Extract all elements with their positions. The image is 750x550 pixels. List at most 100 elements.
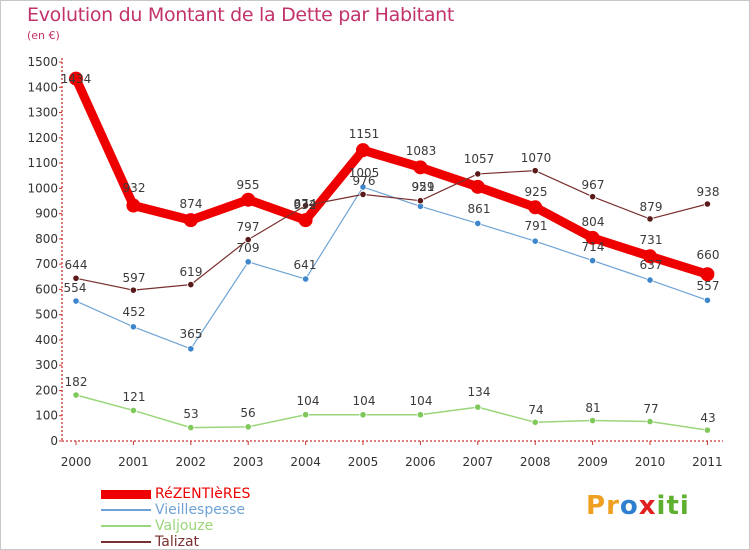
data-label: 874 xyxy=(294,197,317,211)
series-lines xyxy=(69,71,715,434)
legend-swatch xyxy=(101,509,151,511)
data-point xyxy=(531,237,539,245)
y-tick-label: 700 xyxy=(35,257,58,271)
data-label: 365 xyxy=(180,327,203,341)
data-label: 554 xyxy=(64,281,87,295)
y-tick-label: 0 xyxy=(50,434,58,448)
data-label: 861 xyxy=(468,202,491,216)
data-label: 1005 xyxy=(349,166,380,180)
proxiti-logo: Proxiti xyxy=(586,491,690,521)
data-label: 938 xyxy=(697,185,720,199)
data-label: 641 xyxy=(294,258,317,272)
series-line xyxy=(75,186,709,350)
data-point xyxy=(244,423,252,431)
data-point xyxy=(416,411,424,419)
x-tick-label: 2010 xyxy=(635,455,666,469)
data-point xyxy=(241,192,256,207)
legend-label: Vieillespesse xyxy=(155,502,246,518)
data-label: 104 xyxy=(297,394,320,408)
data-point xyxy=(126,198,141,213)
data-label: 182 xyxy=(65,375,88,389)
logo-letter: i xyxy=(679,491,690,521)
data-point xyxy=(531,418,539,426)
data-label: 967 xyxy=(582,178,605,192)
data-label: 709 xyxy=(237,241,260,255)
y-tick-label: 1000 xyxy=(27,181,58,195)
data-label: 597 xyxy=(123,271,146,285)
data-label: 619 xyxy=(180,265,203,279)
data-point xyxy=(474,403,482,411)
y-tick-label: 100 xyxy=(35,409,58,423)
data-label: 874 xyxy=(180,197,203,211)
y-tick-label: 200 xyxy=(35,383,58,397)
data-labels: 1434932874955874115110839258047316605544… xyxy=(61,72,720,425)
data-point xyxy=(359,411,367,419)
data-point xyxy=(703,296,712,304)
data-label: 1434 xyxy=(61,72,92,86)
data-point xyxy=(301,275,310,283)
data-label: 951 xyxy=(412,180,435,194)
data-label: 53 xyxy=(183,407,198,421)
x-tick-label: 2001 xyxy=(118,455,149,469)
legend-label: RéZENTIèRES xyxy=(155,486,251,502)
data-point xyxy=(585,230,600,245)
data-label: 637 xyxy=(640,258,663,272)
y-tick-label: 900 xyxy=(35,207,58,221)
series-line xyxy=(75,394,709,431)
data-label: 797 xyxy=(237,220,260,234)
data-point xyxy=(187,345,195,353)
data-point xyxy=(588,256,597,265)
data-point xyxy=(301,201,310,210)
data-point xyxy=(470,179,485,194)
data-label: 134 xyxy=(468,385,491,399)
data-label: 804 xyxy=(582,215,605,229)
data-point xyxy=(129,286,137,294)
y-tick-label: 1300 xyxy=(27,106,58,120)
x-tick-label: 2002 xyxy=(176,455,207,469)
data-label: 121 xyxy=(123,390,146,404)
data-point xyxy=(528,200,543,215)
data-label: 932 xyxy=(123,181,146,195)
data-label: 925 xyxy=(525,185,548,199)
data-point xyxy=(474,219,482,228)
legend-swatch xyxy=(101,541,151,543)
data-label: 879 xyxy=(640,200,663,214)
data-label: 1070 xyxy=(521,151,552,165)
data-label: 955 xyxy=(237,178,260,192)
data-point xyxy=(359,190,367,198)
data-point xyxy=(588,416,597,425)
x-tick-label: 2003 xyxy=(233,455,264,469)
data-point xyxy=(359,183,367,191)
chart-title: Evolution du Montant de la Dette par Hab… xyxy=(27,4,455,26)
data-label: 77 xyxy=(643,402,658,416)
data-point xyxy=(298,213,313,228)
data-label: 104 xyxy=(410,394,433,408)
legend-label: Talizat xyxy=(155,534,200,550)
data-point xyxy=(72,391,80,399)
data-label: 56 xyxy=(240,406,255,420)
logo-letter: o xyxy=(619,491,639,521)
data-label: 74 xyxy=(528,403,543,417)
y-tick-label: 1100 xyxy=(27,156,58,170)
data-label: 644 xyxy=(65,258,88,272)
y-tick-label: 800 xyxy=(35,232,58,246)
legend-label: Valjouze xyxy=(155,518,214,534)
logo-letter: P xyxy=(586,491,607,521)
data-point xyxy=(187,424,195,432)
data-label: 714 xyxy=(582,240,605,254)
y-tick-label: 300 xyxy=(35,358,58,372)
data-point xyxy=(646,215,654,223)
data-point xyxy=(356,143,370,158)
data-label: 104 xyxy=(353,394,376,408)
data-point xyxy=(700,267,715,282)
data-label: 976 xyxy=(353,174,376,188)
series-line xyxy=(71,74,712,279)
data-point xyxy=(72,297,80,305)
data-point xyxy=(416,197,424,205)
x-tick-label: 2005 xyxy=(348,455,379,469)
y-tick-label: 1500 xyxy=(27,55,58,69)
data-point xyxy=(69,71,83,86)
x-tick-label: 2004 xyxy=(290,455,321,469)
logo-letter: r xyxy=(606,491,620,521)
